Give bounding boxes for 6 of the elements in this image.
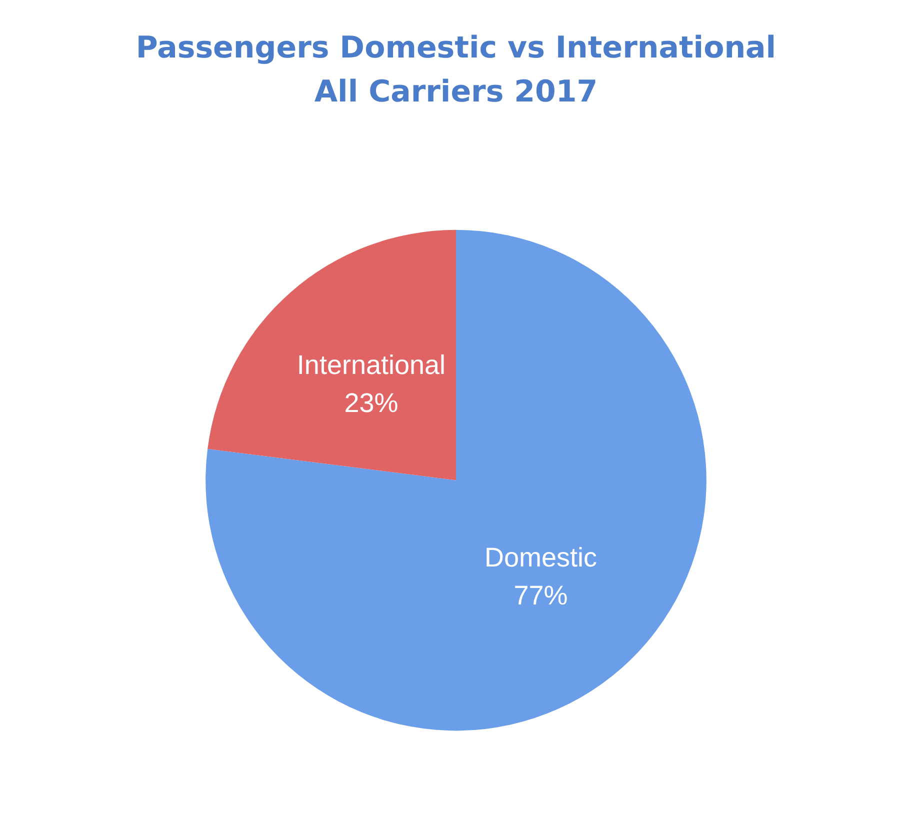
chart-title: Passengers Domestic vs International bbox=[136, 30, 776, 66]
slice-label: Domestic bbox=[484, 542, 598, 572]
slice-label: International bbox=[296, 350, 446, 380]
chart-subtitle: All Carriers 2017 bbox=[314, 74, 598, 110]
data-label: 77% bbox=[514, 580, 568, 610]
data-label: 23% bbox=[344, 388, 398, 418]
